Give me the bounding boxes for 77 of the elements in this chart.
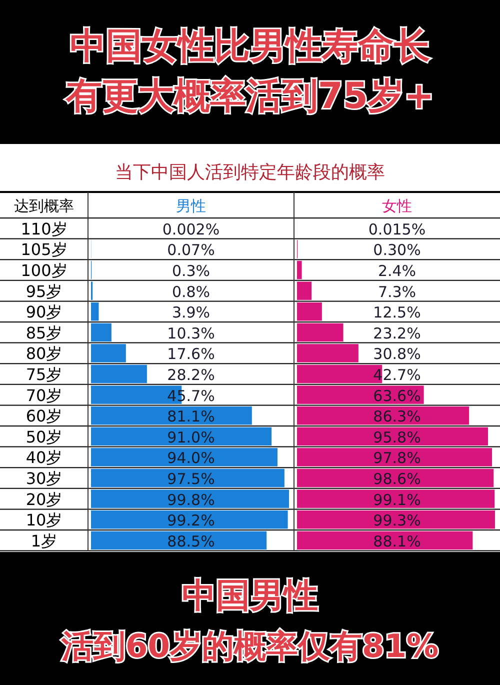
y-tick-label: 30岁 bbox=[26, 469, 62, 488]
data-label: 97.8% bbox=[373, 449, 421, 468]
bar bbox=[91, 427, 272, 446]
y-tick-label: 100岁 bbox=[20, 261, 68, 280]
chart-subtitle: 当下中国人活到特定年龄段的概率 bbox=[115, 162, 385, 183]
text: 中国男性 bbox=[182, 576, 318, 616]
bar bbox=[91, 510, 288, 529]
bar bbox=[297, 448, 492, 466]
data-label: 12.5% bbox=[373, 304, 421, 322]
y-tick-label: 105岁 bbox=[20, 240, 68, 260]
bar bbox=[297, 302, 322, 321]
bar bbox=[297, 490, 495, 508]
bar bbox=[91, 302, 99, 321]
bar bbox=[91, 323, 112, 342]
text: 女性 bbox=[382, 197, 412, 215]
data-label: 0.3% bbox=[172, 262, 210, 280]
bar bbox=[91, 406, 252, 425]
data-label: 99.3% bbox=[373, 512, 421, 530]
bar bbox=[91, 531, 267, 550]
bar bbox=[297, 282, 312, 300]
bar bbox=[91, 344, 126, 362]
data-label: 94.0% bbox=[167, 449, 215, 468]
data-label: 0.07% bbox=[167, 241, 215, 260]
bar bbox=[297, 531, 473, 550]
data-label: 0.30% bbox=[373, 241, 421, 260]
text: 活到60岁的概率仅有81% bbox=[60, 627, 439, 665]
bar bbox=[297, 386, 424, 404]
bar bbox=[91, 364, 147, 384]
y-tick-label: 110岁 bbox=[20, 219, 68, 238]
data-label: 3.9% bbox=[172, 304, 210, 322]
data-label: 99.8% bbox=[167, 490, 215, 509]
bar bbox=[297, 323, 344, 342]
bar bbox=[91, 490, 289, 508]
data-label: 0.8% bbox=[172, 282, 210, 301]
bar bbox=[91, 448, 278, 466]
data-label: 88.5% bbox=[167, 532, 215, 550]
bar bbox=[297, 510, 495, 529]
data-label: 17.6% bbox=[167, 345, 215, 364]
y-tick-label: 10岁 bbox=[26, 510, 62, 530]
data-label: 88.1% bbox=[373, 532, 421, 550]
data-label: 86.3% bbox=[373, 408, 421, 426]
y-tick-label: 1岁 bbox=[30, 531, 58, 550]
data-label: 98.6% bbox=[373, 470, 421, 488]
data-label: 63.6% bbox=[373, 386, 421, 405]
bar bbox=[297, 468, 494, 488]
y-tick-label: 50岁 bbox=[26, 427, 62, 446]
data-label: 7.3% bbox=[378, 282, 416, 301]
data-label: 0.002% bbox=[162, 220, 220, 238]
y-tick-label: 75岁 bbox=[26, 365, 62, 384]
data-label: 30.8% bbox=[373, 345, 421, 364]
y-tick-label: 20岁 bbox=[26, 490, 62, 509]
y-tick-label: 90岁 bbox=[26, 302, 62, 322]
data-label: 28.2% bbox=[167, 366, 215, 384]
bar bbox=[297, 260, 302, 280]
data-label: 0.015% bbox=[368, 220, 426, 238]
data-label: 97.5% bbox=[167, 470, 215, 488]
data-label: 10.3% bbox=[167, 324, 215, 342]
bar bbox=[297, 427, 488, 446]
data-label: 91.0% bbox=[167, 428, 215, 446]
data-label: 99.2% bbox=[167, 512, 215, 530]
y-tick-label: 80岁 bbox=[26, 344, 62, 364]
bar bbox=[297, 406, 470, 425]
data-label: 95.8% bbox=[373, 428, 421, 446]
y-tick-label: 70岁 bbox=[26, 386, 62, 405]
y-tick-label: 95岁 bbox=[26, 282, 62, 301]
bar bbox=[297, 344, 358, 362]
data-label: 99.1% bbox=[373, 490, 421, 509]
y-tick-label: 85岁 bbox=[26, 323, 62, 342]
y-tick-label: 40岁 bbox=[26, 448, 62, 468]
chart-title: 中国女性比男性寿命长有更大概率活到75岁+ bbox=[64, 26, 434, 117]
y-tick-label: 60岁 bbox=[26, 406, 62, 426]
data-label: 23.2% bbox=[373, 324, 421, 342]
y-axis-title: 达到概率 bbox=[14, 197, 74, 215]
text: 男性 bbox=[176, 197, 206, 215]
bar bbox=[91, 468, 284, 488]
data-label: 2.4% bbox=[378, 262, 416, 280]
data-label: 81.1% bbox=[167, 408, 215, 426]
